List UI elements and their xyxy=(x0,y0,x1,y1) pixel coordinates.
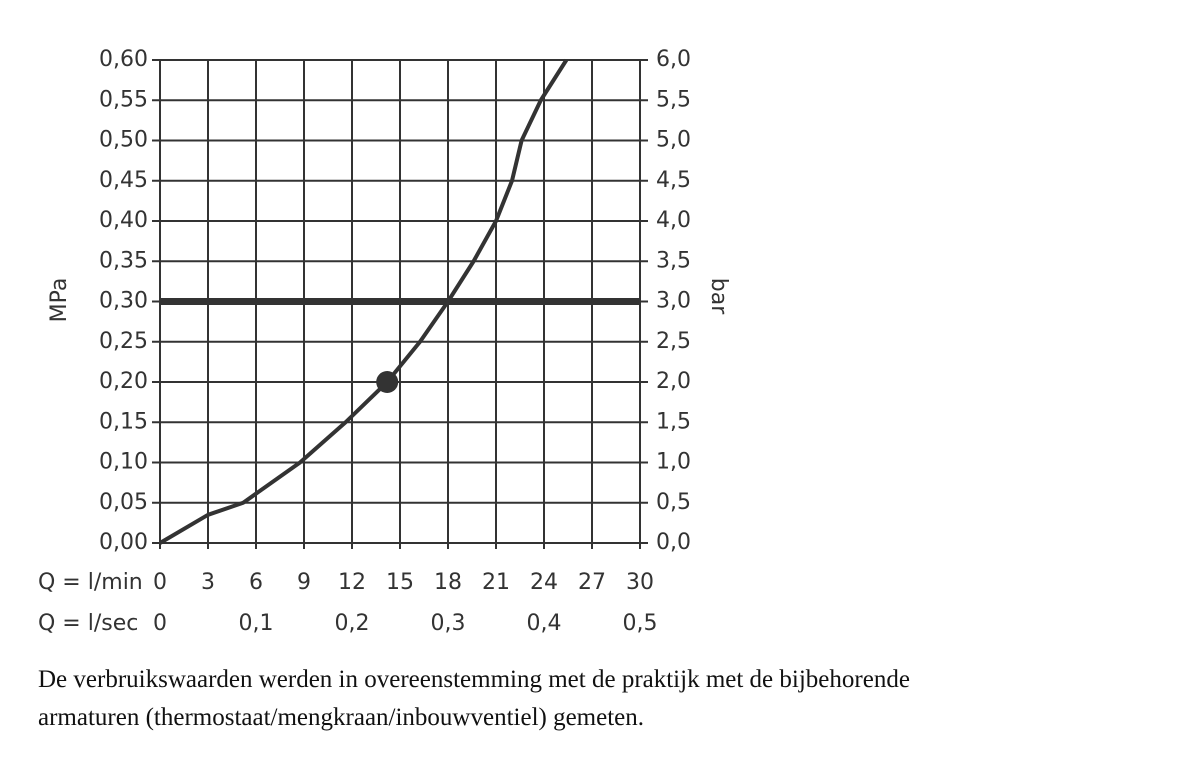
x2-tick-label: 0,5 xyxy=(623,611,658,636)
x2-tick-label: 0,2 xyxy=(335,611,370,636)
y2-tick-label: 1,0 xyxy=(656,450,691,475)
marker-point xyxy=(376,371,399,393)
y-tick-label: 0,40 xyxy=(99,208,148,233)
x-tick-label: 12 xyxy=(338,570,366,595)
x-tick-label: 6 xyxy=(249,570,263,595)
x2-tick-label: 0,1 xyxy=(239,611,274,636)
y-tick-label: 0,15 xyxy=(99,409,148,434)
x-axis-label: Q = l/min xyxy=(38,570,143,595)
y-tick-label: 0,55 xyxy=(99,87,148,112)
y2-tick-label: 4,5 xyxy=(656,168,691,193)
y2-tick-label: 1,5 xyxy=(656,409,691,434)
y2-tick-label: 6,0 xyxy=(656,47,691,72)
x-tick-label: 0 xyxy=(153,570,167,595)
y2-tick-label: 5,5 xyxy=(656,87,691,112)
y2-tick-label: 3,5 xyxy=(656,248,691,273)
y-tick-label: 0,20 xyxy=(99,369,148,394)
y-tick-label: 0,45 xyxy=(99,168,148,193)
y2-tick-label: 4,0 xyxy=(656,208,691,233)
y2-axis-label: bar xyxy=(706,278,731,315)
y-tick-label: 0,30 xyxy=(99,289,148,314)
x-tick-label: 21 xyxy=(482,570,510,595)
caption-line: De verbruikswaarden werden in overeenste… xyxy=(38,666,910,693)
y-tick-label: 0,25 xyxy=(99,329,148,354)
x2-tick-label: 0,4 xyxy=(527,611,562,636)
y-tick-label: 0,50 xyxy=(99,128,148,153)
y-tick-label: 0,35 xyxy=(99,248,148,273)
caption-line: armaturen (thermostaat/mengkraan/inbouwv… xyxy=(38,704,645,731)
x-tick-label: 9 xyxy=(297,570,311,595)
x-tick-label: 27 xyxy=(578,570,606,595)
y-axis-label: MPa xyxy=(47,278,72,323)
x2-tick-label: 0,3 xyxy=(431,611,466,636)
curve xyxy=(158,58,569,545)
y-tick-label: 0,00 xyxy=(99,530,148,555)
y-tick-label: 0,05 xyxy=(99,490,148,515)
y-tick-label: 0,10 xyxy=(99,450,148,475)
chart: Q = l/min Q = l/sec MPa bar 0,000,050,10… xyxy=(38,47,731,636)
x-tick-label: 24 xyxy=(530,570,558,595)
x2-tick-label: 0 xyxy=(153,611,167,636)
y-tick-label: 0,60 xyxy=(99,47,148,72)
y2-tick-label: 0,0 xyxy=(656,530,691,555)
y2-tick-label: 3,0 xyxy=(656,289,691,314)
x2-axis-label: Q = l/sec xyxy=(38,611,138,636)
x-tick-label: 30 xyxy=(626,570,654,595)
y2-tick-label: 2,0 xyxy=(656,369,691,394)
x-tick-label: 3 xyxy=(201,570,215,595)
y2-tick-label: 2,5 xyxy=(656,329,691,354)
x-tick-label: 15 xyxy=(386,570,414,595)
y2-tick-label: 0,5 xyxy=(656,490,691,515)
x-tick-label: 18 xyxy=(434,570,462,595)
y2-tick-label: 5,0 xyxy=(656,128,691,153)
